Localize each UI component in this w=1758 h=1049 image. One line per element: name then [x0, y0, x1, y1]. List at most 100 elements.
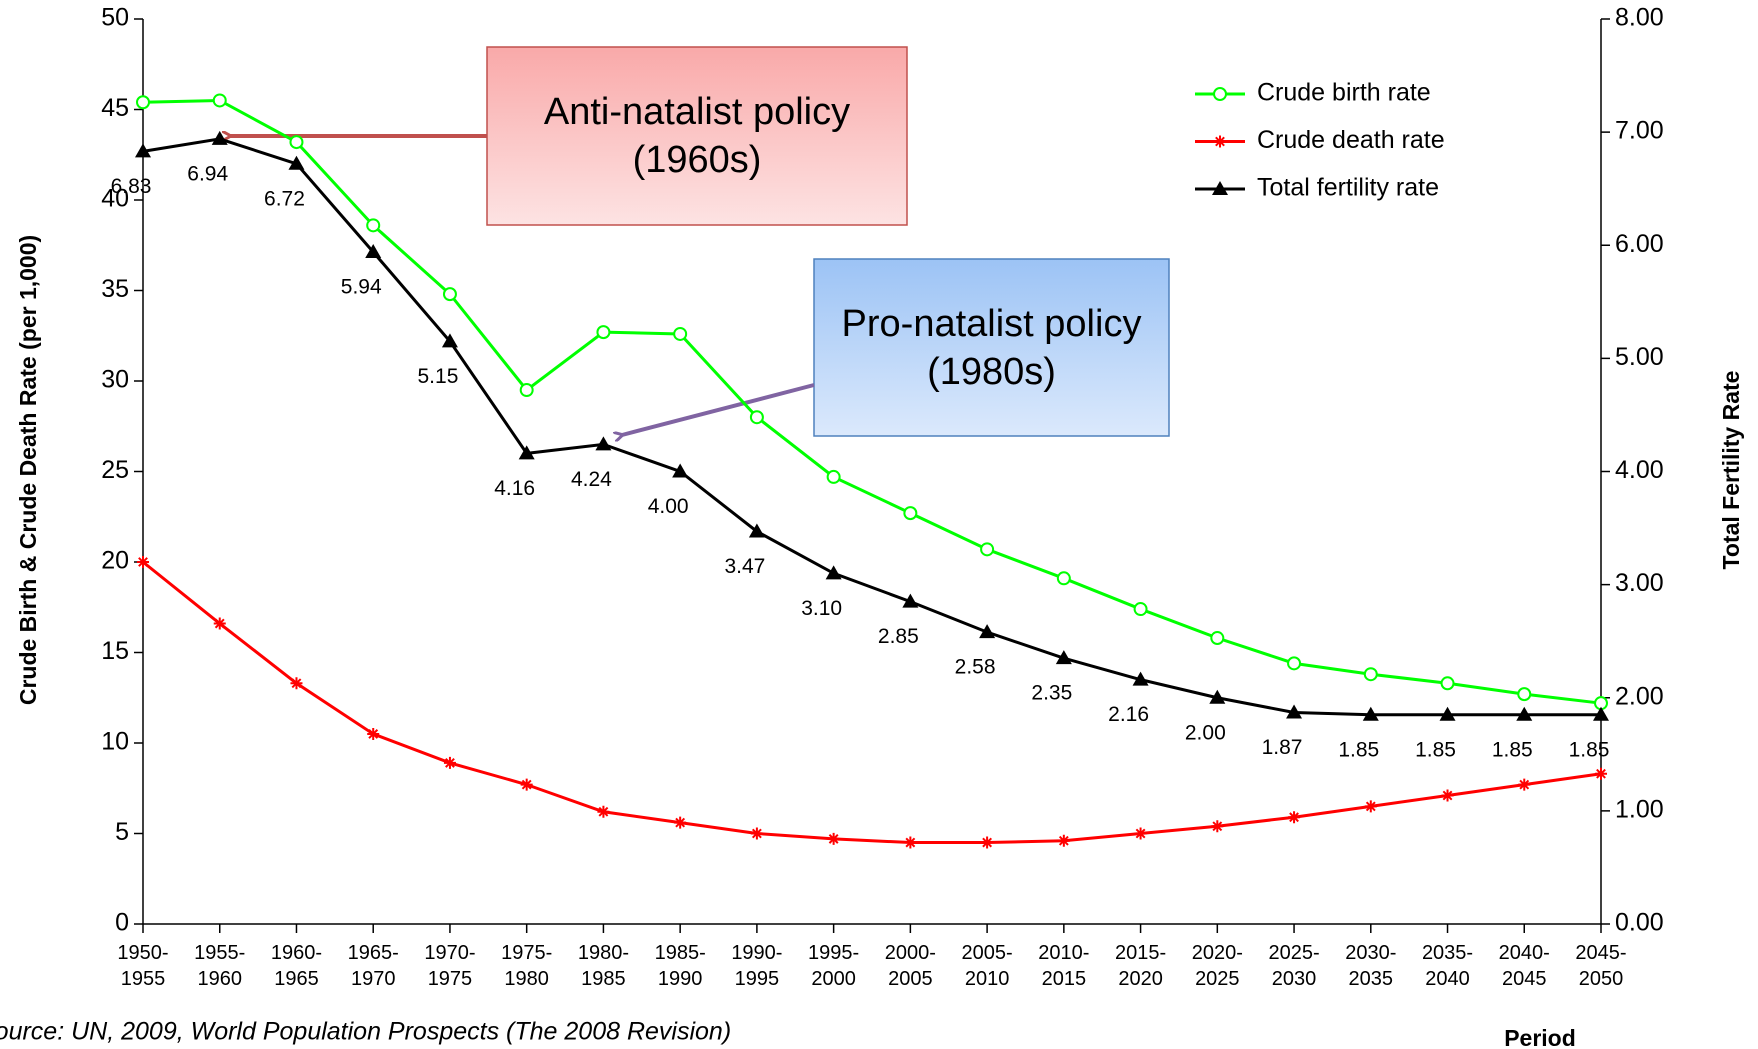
data-label: 5.15	[418, 365, 459, 388]
series-line	[142, 98, 1602, 705]
x-tick-label: 2015-2020	[1115, 942, 1167, 990]
point	[1518, 778, 1531, 791]
point	[597, 805, 610, 818]
point	[1209, 689, 1226, 704]
point	[1211, 820, 1224, 833]
x-tick-label: 1970-1975	[424, 942, 476, 990]
data-label: 2.58	[955, 656, 996, 679]
point	[672, 463, 689, 478]
point	[826, 469, 841, 484]
data-label: 3.47	[724, 555, 765, 578]
data-label: 2.35	[1031, 682, 1072, 705]
x-tick-label-holder: 2015-2020	[1115, 942, 1167, 990]
y-tick-label: 30	[101, 366, 129, 394]
point	[135, 143, 151, 158]
annotation-text-holder: Pro-natalist policy (1980s)	[842, 303, 1142, 393]
x-tick-label: 2040-2045	[1498, 942, 1550, 990]
x-tick-label-holder: 1950-1955	[117, 942, 168, 990]
point	[825, 565, 842, 580]
point	[519, 383, 534, 398]
data-label: 2.00	[1185, 721, 1226, 744]
y2-tick-label: 0.00	[1615, 909, 1664, 937]
y2-tick-label: 7.00	[1615, 117, 1664, 145]
y2-axis-label: Total Fertility Rate	[1718, 371, 1744, 570]
x-tick-label-holder: 2040-2045	[1498, 942, 1550, 990]
x-tick-label-holder: 2030-2035	[1345, 942, 1397, 990]
x-tick-label: 2020-2025	[1191, 942, 1243, 990]
data-label: 4.24	[571, 468, 612, 491]
data-label: 6.72	[264, 187, 305, 210]
point	[137, 556, 149, 568]
x-tick-label-holder: 2020-2025	[1191, 942, 1243, 990]
point	[1595, 767, 1607, 780]
point	[289, 135, 304, 150]
x-tick-label-holder: 1970-1975	[424, 942, 476, 990]
annotation-text-holder: Anti-natalist policy (1960s)	[544, 91, 850, 181]
x-tick-label-holder: 1980-1985	[577, 942, 629, 990]
x-tick-label-holder: 1955-1960	[194, 942, 246, 990]
x-axis-label: Period	[1504, 1025, 1576, 1049]
point	[1132, 671, 1149, 686]
data-label: 2.16	[1108, 703, 1149, 726]
x-tick-label: 1990-1995	[731, 942, 783, 990]
point	[442, 287, 457, 302]
y-tick-label: 35	[101, 275, 129, 303]
point	[136, 95, 150, 110]
point	[981, 836, 994, 849]
data-label: 1.87	[1262, 736, 1303, 759]
point	[749, 410, 764, 425]
y-tick-label: 0	[115, 909, 129, 937]
y-tick-label: 10	[101, 728, 129, 756]
x-tick-label-holder: 1990-1995	[731, 942, 783, 990]
legend-label: Total fertility rate	[1257, 174, 1439, 202]
point	[1439, 706, 1456, 721]
point	[520, 778, 533, 791]
source-note: Source: UN, 2009, World Population Prosp…	[0, 1018, 731, 1046]
y-tick-label: 15	[101, 637, 129, 665]
series-line	[142, 137, 1601, 717]
y2-tick-label: 8.00	[1615, 4, 1664, 32]
point	[1441, 789, 1454, 802]
y2-tick-label: 1.00	[1615, 795, 1664, 823]
y2-tick-label: 4.00	[1615, 456, 1664, 484]
point	[979, 624, 996, 639]
data-label: 5.94	[341, 276, 382, 299]
x-tick-label-holder: 1960-1965	[271, 942, 322, 990]
annotation-box	[486, 46, 908, 226]
data-label: 6.83	[111, 175, 152, 198]
x-tick-label: 2000-2005	[884, 942, 936, 990]
x-tick-label: 1955-1960	[194, 942, 246, 990]
point	[673, 326, 688, 341]
annotation-box	[813, 258, 1170, 437]
point	[1134, 827, 1147, 840]
x-tick-label: 1965-1970	[347, 942, 399, 990]
data-label: 1.85	[1569, 738, 1610, 761]
y-tick-label: 20	[101, 547, 129, 575]
x-tick-label-holder: 2025-2030	[1268, 942, 1319, 990]
point	[1055, 650, 1072, 665]
data-label: 3.10	[801, 597, 842, 620]
point	[290, 677, 303, 690]
x-tick-label-holder: 1965-1970	[347, 942, 399, 990]
point	[1288, 811, 1301, 824]
point	[1364, 800, 1377, 813]
y-tick-label: 45	[101, 94, 129, 122]
data-label: 1.85	[1338, 738, 1379, 761]
x-tick-label-holder: 2010-2015	[1038, 942, 1090, 990]
x-tick-label: 1985-1990	[654, 942, 706, 990]
x-tick-label: 2010-2015	[1038, 942, 1090, 990]
x-tick-label: 1980-1985	[577, 942, 629, 990]
data-label: 4.16	[494, 477, 535, 500]
x-tick-label: 2030-2035	[1345, 942, 1397, 990]
x-tick-label: 1995-2000	[808, 942, 860, 990]
point	[1057, 834, 1070, 847]
point	[1287, 656, 1302, 671]
data-label: 4.00	[648, 495, 689, 518]
x-tick-label-holder: 2035-2040	[1422, 942, 1473, 990]
point	[904, 836, 917, 849]
point	[212, 93, 227, 108]
series-line	[142, 560, 1602, 845]
data-label: 6.94	[187, 162, 228, 185]
y-tick-label: 50	[101, 4, 129, 32]
